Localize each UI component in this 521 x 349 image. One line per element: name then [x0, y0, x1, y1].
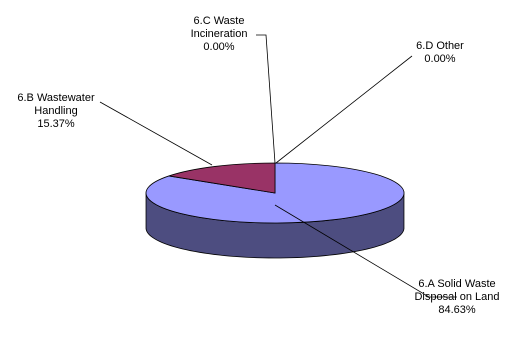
slice-value-solid-waste: 84.63%	[438, 304, 476, 316]
slice-label-wastewater: 6.B Wastewater Handling 15.37%	[17, 92, 95, 130]
slice-label-line-wastewater: 6.B Wastewater	[17, 92, 95, 104]
slice-label-other: 6.D Other 0.00%	[416, 40, 464, 65]
slice-label-line-incineration: 6.C Waste	[194, 15, 245, 27]
slice-label-solid-waste: 6.A Solid Waste Disposal on Land 84.63%	[414, 278, 499, 316]
slice-value-wastewater: 15.37%	[37, 118, 75, 130]
slice-label-line-solid-waste: Disposal on Land	[414, 291, 499, 303]
leader-line-incineration	[256, 34, 276, 164]
leader-line-wastewater	[99, 101, 213, 166]
slice-label-line-solid-waste: 6.A Solid Waste	[418, 278, 495, 290]
slice-label-line-incineration: Incineration	[191, 28, 248, 40]
slice-label-incineration: 6.C Waste Incineration 0.00%	[191, 15, 248, 53]
leader-line-solid-waste	[274, 204, 457, 298]
leader-lines	[99, 34, 457, 298]
pie-body	[145, 162, 405, 259]
pie-slice-wastewater	[168, 162, 276, 194]
slice-label-line-other: 6.D Other	[416, 40, 464, 52]
slice-value-incineration: 0.00%	[203, 41, 234, 53]
leader-line-other	[275, 55, 413, 164]
slice-labels: 6.A Solid Waste Disposal on Land 84.63% 6.B…	[17, 15, 499, 316]
slice-label-line-wastewater: Handling	[34, 105, 77, 117]
slice-value-other: 0.00%	[424, 53, 455, 65]
